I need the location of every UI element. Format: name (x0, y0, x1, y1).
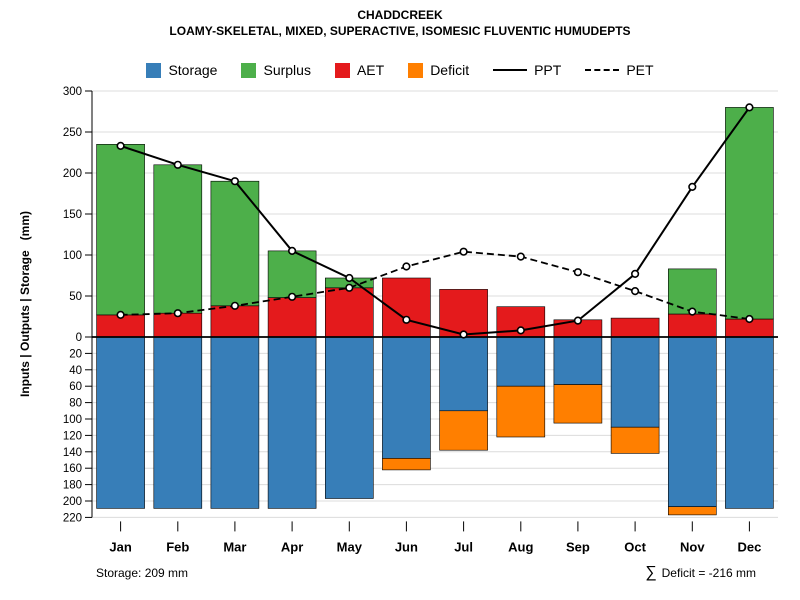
legend-item-ppt: PPT (493, 62, 561, 78)
svg-text:0: 0 (76, 332, 82, 344)
page-title: CHADDCREEK (357, 8, 443, 22)
pet-marker (573, 268, 583, 277)
legend-label-ppt: PPT (534, 62, 562, 78)
ppt-marker (745, 103, 754, 112)
y-axis: 0 50 100 150 200 250 300 20 40 60 80 100 120 140 160 18… (63, 86, 93, 524)
legend-label-aet: AET (356, 62, 385, 78)
ppt-marker (230, 177, 239, 186)
bars-storage (96, 336, 774, 509)
pet-marker (516, 252, 525, 261)
svg-text:200: 200 (63, 496, 82, 508)
pet-marker (745, 314, 754, 324)
svg-text:40: 40 (69, 365, 82, 377)
ppt-marker (630, 269, 640, 279)
ppt-marker (402, 315, 411, 324)
ppt-marker (688, 182, 697, 191)
month-label: Mar (223, 539, 246, 554)
svg-text:100: 100 (63, 414, 82, 426)
pet-marker (459, 247, 468, 256)
bars-aet (96, 277, 774, 338)
chart-legend: Storage Surplus AET Deficit PPT PET (0, 62, 800, 78)
legend-label-deficit: Deficit (430, 62, 470, 78)
svg-text:120: 120 (63, 430, 82, 442)
ppt-marker (459, 330, 468, 339)
legend-label-surplus: Surplus (263, 62, 311, 78)
month-label: Dec (737, 539, 761, 554)
x-axis: Jan Feb Mar Apr May Jun Jul Aug Sep Oct Nov Dec (109, 521, 761, 554)
svg-text:220: 220 (63, 512, 82, 524)
svg-text:20: 20 (69, 348, 82, 360)
svg-text:150: 150 (63, 209, 82, 221)
ppt-line (116, 103, 754, 339)
grid-lines (92, 90, 778, 518)
bars-deficit (382, 384, 717, 516)
month-label: Sep (566, 539, 590, 554)
svg-text:200: 200 (63, 168, 82, 180)
pet-marker (173, 309, 182, 318)
pet-marker (288, 292, 297, 301)
month-label: Apr (281, 539, 303, 554)
legend-item-deficit: Deficit (408, 62, 469, 78)
ppt-marker (516, 326, 525, 335)
pet-marker (116, 310, 125, 320)
month-label: May (337, 539, 363, 554)
month-label: Jul (454, 539, 473, 554)
month-label: Aug (508, 539, 533, 554)
legend-item-storage: Storage (146, 62, 217, 78)
deficit-annotation-text: Deficit = -216 mm (661, 566, 756, 580)
svg-text:80: 80 (69, 398, 82, 410)
ppt-marker (173, 160, 182, 169)
pet-marker (688, 307, 697, 316)
svg-text:250: 250 (63, 127, 82, 139)
legend-item-aet: AET (334, 62, 385, 78)
svg-text:140: 140 (63, 447, 82, 459)
ppt-marker (573, 316, 583, 325)
svg-text:160: 160 (63, 463, 82, 475)
ppt-marker (116, 141, 125, 150)
month-label: Jun (395, 539, 418, 554)
ppt-marker (288, 246, 297, 255)
surplus-swatch-icon (241, 62, 257, 78)
svg-text:300: 300 (63, 86, 82, 98)
storage-annotation: Storage: 209 mm (96, 566, 189, 580)
legend-label-storage: Storage (168, 62, 218, 78)
svg-text:50: 50 (69, 291, 82, 303)
svg-text:180: 180 (63, 480, 82, 492)
ppt-marker (345, 273, 354, 283)
pet-marker (402, 262, 411, 271)
legend-item-pet: PET (585, 62, 654, 78)
month-label: Feb (166, 539, 189, 554)
legend-label-pet: PET (626, 62, 654, 78)
pet-marker (630, 287, 640, 296)
month-label: Nov (680, 539, 705, 554)
month-label: Jan (109, 539, 131, 554)
bars-surplus (96, 107, 774, 320)
pet-marker (230, 301, 239, 310)
pet-marker (345, 283, 354, 292)
solid-line-icon (493, 69, 528, 71)
sigma-icon: ∑ (645, 564, 657, 581)
legend-item-surplus: Surplus (241, 62, 311, 78)
deficit-swatch-icon (408, 62, 424, 78)
page-subtitle: LOAMY-SKELETAL, MIXED, SUPERACTIVE, ISOM… (169, 24, 631, 38)
deficit-annotation: ∑ Deficit = -216 mm (645, 564, 756, 582)
month-label: Oct (624, 539, 646, 554)
pet-line (116, 247, 754, 324)
storage-swatch-icon (146, 62, 162, 78)
aet-swatch-icon (334, 62, 350, 78)
svg-text:100: 100 (63, 250, 82, 262)
svg-text:60: 60 (69, 381, 82, 393)
dashed-line-icon (585, 69, 620, 71)
